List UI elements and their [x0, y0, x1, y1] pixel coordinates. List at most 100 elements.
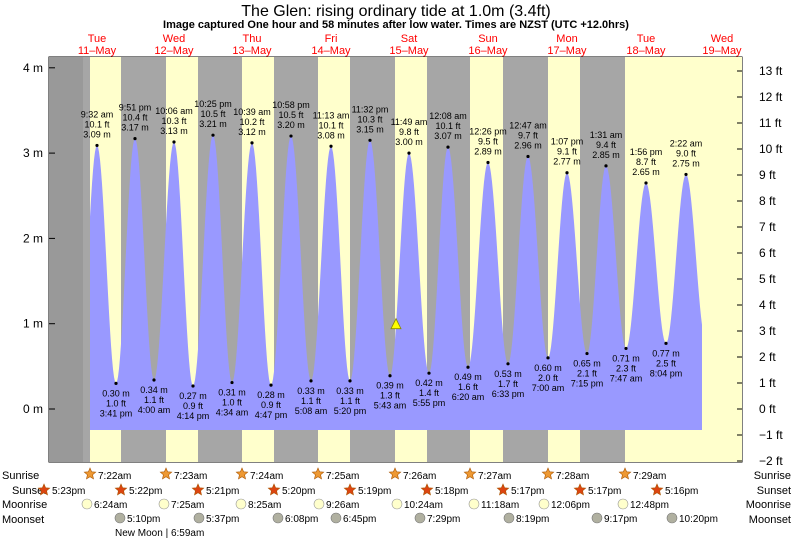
moonset-time: 5:10pm: [127, 514, 160, 525]
sunset-time: 5:23pm: [52, 486, 85, 497]
sunset-time: 5:17pm: [588, 486, 621, 497]
day-of-week: Tue: [88, 33, 107, 45]
high-tide-time: 10:39 am: [233, 107, 271, 117]
moonset-icon: [666, 512, 678, 524]
low-tide-dot: [152, 378, 156, 382]
low-tide-dot: [191, 384, 195, 388]
low-tide-metres: 0.60 m: [534, 363, 562, 373]
sunset-time: 5:18pm: [435, 486, 468, 497]
chart-title: The Glen: rising ordinary tide at 1.0m (…: [241, 3, 550, 20]
low-tide-dot: [664, 341, 668, 345]
low-tide-metres: 0.28 m: [257, 390, 285, 400]
day-date: 14–May: [311, 45, 351, 57]
y-tick-label-feet: 1 ft: [759, 376, 776, 390]
low-tide-feet: 1.7 ft: [498, 379, 519, 389]
row-label-sunrise-right: Sunrise: [754, 470, 791, 482]
low-tide-feet: 2.0 ft: [538, 373, 559, 383]
low-tide-dot: [624, 346, 628, 351]
sunrise-icon: [388, 467, 402, 480]
sunset-icon: [650, 483, 664, 496]
high-tide-feet: 10.3 ft: [357, 114, 383, 124]
low-tide-feet: 0.9 ft: [261, 400, 282, 410]
low-tide-metres: 0.71 m: [612, 353, 640, 363]
high-tide-feet: 10.1 ft: [435, 121, 461, 131]
high-tide-metres: 2.77 m: [553, 157, 581, 167]
high-tide-metres: 2.89 m: [474, 146, 502, 156]
moonset-icon: [272, 512, 284, 524]
y-tick-label-feet: 11 ft: [759, 116, 782, 130]
low-tide-metres: 0.30 m: [102, 388, 130, 398]
high-tide-time: 1:07 pm: [551, 137, 584, 147]
sunset-icon: [573, 483, 587, 496]
high-tide-time: 2:22 am: [670, 138, 703, 148]
high-tide-metres: 2.96 m: [514, 141, 542, 151]
sunset-icon: [420, 483, 434, 496]
high-tide-dot: [684, 172, 688, 177]
low-tide-dot: [309, 379, 313, 383]
row-label-moonrise-right: Moonrise: [746, 499, 791, 511]
sunrise-icon: [541, 467, 555, 480]
day-date: 12–May: [154, 45, 194, 57]
y-tick-label-metres: 0 m: [23, 402, 43, 416]
current-tide-marker: [390, 317, 402, 330]
y-tick-label-feet: 9 ft: [759, 168, 776, 182]
sunset-time: 5:16pm: [665, 486, 698, 497]
row-label-moonset-right: Moonset: [749, 514, 791, 526]
day-of-week: Thu: [243, 33, 262, 45]
high-tide-dot: [526, 154, 530, 159]
sunrise-time: 7:29am: [633, 471, 666, 482]
low-tide-dot: [114, 381, 118, 386]
sunset-time: 5:20pm: [282, 486, 315, 497]
y-axis-metres: 0 m 1 m 2 m 3 m 4 m: [23, 61, 55, 416]
sunrise-icon: [618, 467, 632, 480]
row-label-sunrise-left: Sunrise: [2, 470, 39, 482]
sunset-time: 5:22pm: [129, 486, 162, 497]
low-tide-metres: 0.27 m: [179, 391, 207, 401]
sunrise-icon: [311, 467, 325, 480]
high-tide-time: 9:51 pm: [119, 103, 152, 113]
low-tide-feet: 2.3 ft: [616, 363, 637, 373]
high-tide-feet: 10.5 ft: [278, 110, 304, 120]
y-tick-label-feet: 6 ft: [759, 246, 776, 260]
moonrise-icon: [468, 498, 480, 510]
low-tide-dot: [585, 351, 589, 356]
low-tide-metres: 0.33 m: [297, 386, 325, 396]
moonrise-time: 8:25am: [248, 500, 281, 511]
sunrise-time: 7:27am: [478, 471, 511, 482]
sunrise-time: 7:26am: [403, 471, 436, 482]
sunset-time: 5:21pm: [206, 486, 239, 497]
day-of-week: Tue: [637, 33, 656, 45]
day-date: 18–May: [626, 45, 666, 57]
high-tide-time: 10:58 pm: [272, 100, 310, 110]
moonset-icon: [414, 512, 426, 524]
day-date: 17–May: [547, 45, 587, 57]
y-tick-label-feet: 2 ft: [759, 350, 776, 364]
low-tide-dot: [427, 371, 431, 375]
high-tide-metres: 3.09 m: [83, 129, 111, 139]
high-tide-time: 12:47 am: [509, 121, 547, 131]
sunrise-time: 7:23am: [174, 471, 207, 482]
high-tide-dot: [604, 164, 608, 168]
row-label-moonset-left: Moonset: [2, 514, 44, 526]
moonrise-icon: [81, 498, 93, 510]
high-tide-metres: 3.13 m: [160, 126, 188, 136]
moonrise-icon: [313, 498, 325, 510]
high-tide-dot: [368, 138, 372, 142]
low-tide-feet: 1.0 ft: [222, 398, 243, 408]
y-tick-label-metres: 2 m: [23, 231, 43, 245]
high-tide-metres: 2.75 m: [672, 158, 700, 168]
low-tide-feet: 2.5 ft: [656, 358, 677, 368]
day-of-week: Sat: [401, 33, 418, 45]
moonrise-time: 12:06pm: [551, 500, 590, 511]
sunset-icon: [267, 483, 281, 496]
sunset-time: 5:19pm: [358, 486, 391, 497]
moonset-icon: [503, 512, 515, 524]
low-tide-time: 4:47 pm: [255, 410, 288, 420]
low-tide-feet: 1.3 ft: [380, 391, 401, 401]
high-tide-metres: 2.85 m: [592, 150, 620, 160]
moonrise-icon: [538, 498, 550, 510]
low-tide-time: 8:04 pm: [650, 368, 683, 378]
high-tide-time: 11:32 pm: [352, 104, 389, 114]
high-tide-feet: 9.4 ft: [596, 140, 617, 150]
